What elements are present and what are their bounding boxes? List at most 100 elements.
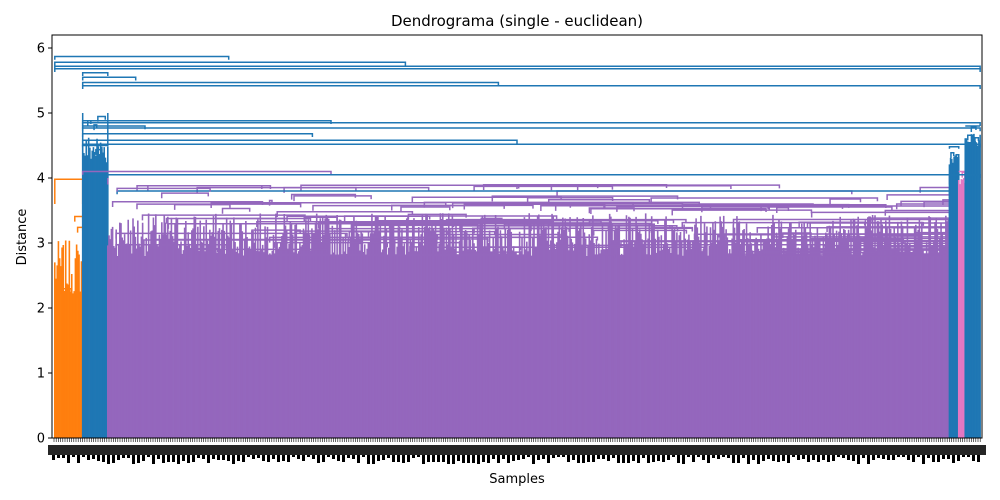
x-tick-label-fringe bbox=[162, 455, 165, 463]
cluster-link bbox=[276, 211, 414, 217]
x-tick-label-fringe bbox=[812, 455, 815, 460]
x-tick-label-fringe bbox=[842, 455, 845, 458]
x-tick-label-fringe bbox=[617, 455, 620, 463]
x-tick-label-fringe bbox=[242, 455, 245, 462]
x-tick-label-fringe bbox=[542, 455, 545, 459]
cluster-link bbox=[411, 196, 562, 203]
x-tick-label-fringe bbox=[857, 455, 860, 464]
x-tick-label-fringe bbox=[677, 455, 680, 463]
cluster-merge bbox=[107, 174, 951, 185]
cluster-link bbox=[359, 238, 489, 245]
x-tick-label-fringe bbox=[102, 455, 105, 462]
cluster-link bbox=[136, 203, 302, 210]
x-tick-label-fringe bbox=[107, 455, 110, 464]
x-tick-label-fringe bbox=[387, 455, 390, 458]
x-tick-label-fringe bbox=[927, 455, 930, 458]
cluster-link bbox=[650, 197, 879, 204]
x-tick-label-fringe bbox=[87, 455, 90, 460]
merge-link bbox=[81, 133, 314, 138]
x-tick-label-fringe bbox=[837, 455, 840, 457]
x-tick-label-fringe bbox=[432, 455, 435, 462]
x-tick-label-fringe bbox=[687, 455, 690, 457]
x-tick-label-fringe bbox=[862, 455, 865, 458]
x-tick-label-fringe bbox=[347, 455, 350, 458]
cluster-link bbox=[221, 207, 251, 214]
x-tick-label-fringe bbox=[877, 455, 880, 458]
x-tick-label-fringe bbox=[367, 455, 370, 464]
cluster-link bbox=[390, 204, 534, 211]
x-tick-label-fringe bbox=[232, 455, 235, 464]
x-tick-label-fringe bbox=[357, 455, 360, 463]
x-tick-label-fringe bbox=[607, 455, 610, 461]
cluster-link bbox=[548, 219, 675, 226]
x-tick-label-fringe bbox=[442, 455, 445, 462]
cluster-link bbox=[955, 159, 960, 166]
y-axis-label: Distance bbox=[15, 209, 30, 266]
x-tick-label-fringe bbox=[82, 455, 85, 457]
x-tick-label-fringe bbox=[887, 455, 890, 460]
x-tick-label-fringe bbox=[637, 455, 640, 463]
x-tick-label-fringe bbox=[267, 455, 270, 462]
x-tick-label-fringe bbox=[707, 455, 710, 463]
cluster-link bbox=[74, 215, 84, 222]
cluster-link bbox=[725, 255, 942, 262]
x-tick-label-fringe bbox=[272, 455, 275, 459]
cluster-link bbox=[526, 196, 614, 203]
x-tick-label-fringe bbox=[662, 455, 665, 462]
x-tick-label-fringe bbox=[57, 455, 60, 458]
cluster-link bbox=[459, 225, 671, 232]
cluster-link bbox=[215, 217, 286, 224]
x-tick-label-fringe bbox=[182, 455, 185, 461]
cluster-link bbox=[173, 203, 231, 210]
x-tick-label-fringe bbox=[802, 455, 805, 459]
cluster-link bbox=[671, 209, 813, 216]
merge-link bbox=[54, 61, 407, 66]
x-tick-label-fringe bbox=[632, 455, 635, 461]
x-tick-label-fringe bbox=[667, 455, 670, 460]
x-tick-label-fringe bbox=[867, 455, 870, 464]
x-tick-label-fringe bbox=[332, 455, 335, 459]
x-tick-label-fringe bbox=[907, 455, 910, 460]
cluster-link bbox=[290, 193, 357, 200]
x-tick-label-fringe bbox=[942, 455, 945, 459]
x-tick-label-fringe bbox=[902, 455, 905, 457]
merge-link bbox=[81, 71, 109, 76]
x-tick-label-fringe bbox=[217, 455, 220, 460]
x-tick-label-fringe bbox=[582, 455, 585, 463]
x-tick-label-fringe bbox=[262, 455, 265, 461]
x-tick-label-fringe bbox=[377, 455, 380, 461]
cluster-link bbox=[196, 186, 357, 193]
x-tick-label-fringe bbox=[157, 455, 160, 459]
x-tick-label-fringe bbox=[892, 455, 895, 460]
x-tick-label-fringe bbox=[572, 455, 575, 460]
x-tick-label-fringe bbox=[477, 455, 480, 464]
cluster-link bbox=[326, 227, 570, 234]
x-tick-label-fringe bbox=[807, 455, 810, 462]
x-tick-label-fringe bbox=[782, 455, 785, 461]
x-tick-label-fringe bbox=[452, 455, 455, 464]
cluster-link bbox=[950, 152, 955, 158]
cluster-link bbox=[884, 209, 951, 216]
cluster-link bbox=[384, 243, 389, 250]
x-tick-label-fringe bbox=[197, 455, 200, 458]
x-tick-label-fringe bbox=[532, 455, 535, 464]
x-tick-label-fringe bbox=[457, 455, 460, 461]
x-tick-label-fringe bbox=[717, 455, 720, 459]
x-tick-label-fringe bbox=[702, 455, 705, 460]
cluster-link bbox=[292, 254, 335, 261]
x-tick-label-fringe bbox=[822, 455, 825, 460]
x-tick-label-fringe bbox=[512, 455, 515, 461]
x-tick-label-fringe bbox=[362, 455, 365, 457]
x-tick-label-fringe bbox=[257, 455, 260, 458]
y-tick-label: 0 bbox=[37, 432, 45, 447]
x-tick-label-fringe bbox=[847, 455, 850, 460]
x-tick-label-fringe bbox=[937, 455, 940, 462]
x-tick-label-fringe bbox=[227, 455, 230, 461]
x-tick-label-fringe bbox=[882, 455, 885, 459]
x-tick-label-fringe bbox=[312, 455, 315, 459]
x-tick-label-fringe bbox=[192, 455, 195, 462]
x-tick-label-fringe bbox=[692, 455, 695, 462]
x-tick-label-fringe bbox=[647, 455, 650, 463]
x-tick-label-fringe bbox=[557, 455, 560, 457]
y-axis: 0 1 2 3 4 5 6 bbox=[37, 42, 52, 447]
